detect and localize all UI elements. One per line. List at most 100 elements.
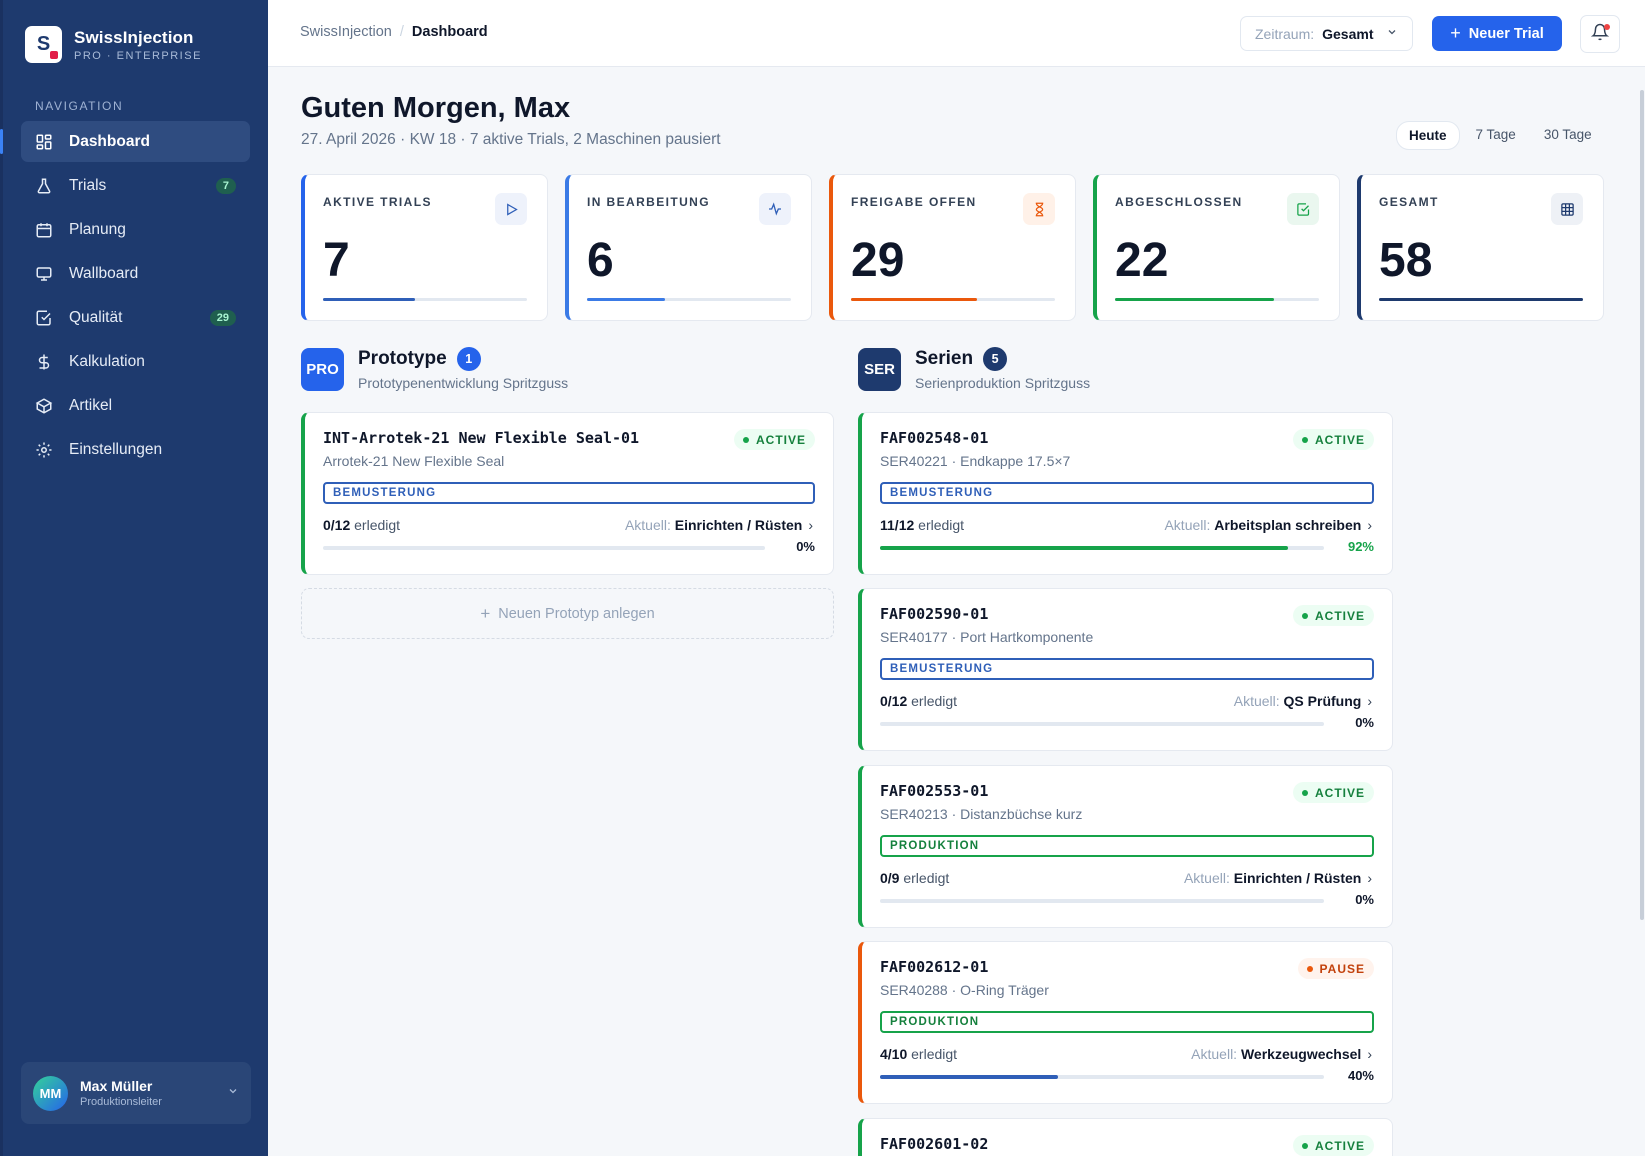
prototype-badge: PRO — [301, 347, 344, 391]
trial-card[interactable]: FAF002612-01 SER40288 · O-Ring Träger PA… — [858, 941, 1393, 1104]
chevron-right-icon: › — [1367, 693, 1372, 709]
serien-title: Serien — [915, 348, 974, 369]
page-subtitle: 27. April 2026 · KW 18 · 7 aktive Trials… — [301, 131, 721, 148]
status-badge: PAUSE — [1297, 958, 1374, 979]
user-menu[interactable]: MM Max Müller Produktionsleiter — [21, 1062, 251, 1124]
sidebar-item-qualitaet[interactable]: Qualität 29 — [21, 297, 250, 338]
current-step-value: Arbeitsplan schreiben — [1214, 517, 1362, 533]
trial-description: SER40221 · Endkappe 17.5×7 — [880, 453, 1071, 469]
status-badge: ACTIVE — [733, 429, 815, 450]
sidebar-item-wallboard[interactable]: Wallboard — [21, 253, 250, 294]
check-square-icon — [1287, 193, 1319, 225]
trial-card[interactable]: FAF002601-02 ACTIVE — [858, 1118, 1393, 1156]
stat-card-freigabe-offen[interactable]: FREIGABE OFFEN 29 — [829, 174, 1076, 321]
done-value: 4/10 — [880, 1046, 908, 1062]
current-step-label: Aktuell: — [1183, 870, 1230, 886]
prototype-section-header: PRO Prototype 1 Prototypenentwicklung Spr… — [301, 347, 568, 391]
chevron-right-icon: › — [1367, 517, 1372, 533]
brand-subtitle: PRO · ENTERPRISE — [74, 49, 202, 62]
stat-label: FREIGABE OFFEN — [851, 195, 977, 209]
trial-description: Arrotek-21 New Flexible Seal — [323, 453, 505, 469]
trial-progress — [880, 899, 1324, 903]
stat-card-in-bearbeitung[interactable]: IN BEARBEITUNG 6 — [565, 174, 812, 321]
current-step[interactable]: Aktuell: Einrichten / Rüsten › — [625, 517, 813, 533]
grid-icon — [35, 133, 53, 151]
sidebar-item-kalkulation[interactable]: Kalkulation — [21, 341, 250, 382]
sidebar: S SwissInjection PRO · ENTERPRISE NAVIGA… — [0, 0, 268, 1156]
trial-description: SER40288 · O-Ring Träger — [880, 982, 1049, 998]
phase-label: BEMUSTERUNG — [880, 658, 1374, 680]
trial-progress — [880, 722, 1324, 726]
status-text: ACTIVE — [1314, 1138, 1365, 1153]
zeitraum-label: Zeitraum: — [1255, 25, 1315, 42]
gear-icon — [35, 441, 53, 459]
box-icon — [35, 397, 53, 415]
current-step-value: QS Prüfung — [1283, 693, 1362, 709]
sidebar-item-label: Planung — [69, 220, 126, 238]
trial-percent: 92% — [1347, 539, 1374, 554]
done-value: 0/12 — [323, 517, 351, 533]
range-today[interactable]: Heute — [1396, 121, 1460, 150]
done-value: 0/12 — [880, 693, 908, 709]
trial-card[interactable]: FAF002590-01 SER40177 · Port Hartkompone… — [858, 588, 1393, 751]
sidebar-item-planung[interactable]: Planung — [21, 209, 250, 250]
done-count: 4/10 erledigt — [880, 1046, 957, 1062]
done-label: erledigt — [918, 517, 965, 533]
trial-percent: 0% — [1355, 892, 1374, 907]
zeitraum-select[interactable]: Zeitraum: Gesamt — [1240, 16, 1413, 51]
plus-icon: + — [1450, 23, 1461, 43]
user-name: Max Müller — [80, 1078, 153, 1094]
trial-id: FAF002601-02 — [880, 1135, 989, 1153]
brand[interactable]: S SwissInjection PRO · ENTERPRISE — [3, 0, 268, 63]
breadcrumb-root[interactable]: SwissInjection — [300, 24, 392, 40]
done-label: erledigt — [911, 1046, 958, 1062]
trial-card[interactable]: FAF002553-01 SER40213 · Distanzbüchse ku… — [858, 765, 1393, 928]
stat-card-abgeschlossen[interactable]: ABGESCHLOSSEN 22 — [1093, 174, 1340, 321]
prototype-count: 1 — [456, 347, 481, 371]
play-icon — [495, 193, 527, 225]
trial-id: FAF002612-01 — [880, 958, 989, 976]
stat-progress — [1379, 298, 1583, 301]
trial-card[interactable]: INT-Arrotek-21 New Flexible Seal-01 Arro… — [301, 412, 834, 575]
sidebar-item-label: Trials — [69, 176, 107, 194]
scrollbar[interactable] — [1639, 74, 1645, 1156]
status-badge: ACTIVE — [1292, 605, 1374, 626]
done-label: erledigt — [911, 693, 958, 709]
trial-percent: 0% — [1355, 715, 1374, 730]
current-step-label: Aktuell: — [624, 517, 671, 533]
phase-label: PRODUKTION — [880, 835, 1374, 857]
stat-progress — [1115, 298, 1319, 301]
sidebar-item-artikel[interactable]: Artikel — [21, 385, 250, 426]
sidebar-item-trials[interactable]: Trials 7 — [21, 165, 250, 206]
current-step[interactable]: Aktuell: QS Prüfung › — [1234, 693, 1372, 709]
status-badge: ACTIVE — [1292, 782, 1374, 803]
stat-card-gesamt[interactable]: GESAMT 58 — [1357, 174, 1604, 321]
chevron-right-icon: › — [808, 517, 813, 533]
range-7-days[interactable]: 7 Tage — [1475, 127, 1516, 142]
scrollbar-thumb[interactable] — [1640, 90, 1644, 920]
qualitaet-count-badge: 29 — [209, 309, 236, 326]
notifications-button[interactable] — [1580, 15, 1620, 53]
new-trial-button[interactable]: + Neuer Trial — [1432, 16, 1562, 51]
flask-icon — [35, 177, 53, 195]
stat-progress — [587, 298, 791, 301]
sidebar-item-label: Einstellungen — [69, 440, 163, 458]
done-value: 11/12 — [880, 517, 915, 533]
current-step[interactable]: Aktuell: Arbeitsplan schreiben › — [1164, 517, 1372, 533]
new-prototype-button[interactable]: + Neuen Prototyp anlegen — [301, 588, 834, 639]
current-step[interactable]: Aktuell: Einrichten / Rüsten › — [1184, 870, 1372, 886]
sidebar-item-einstellungen[interactable]: Einstellungen — [21, 429, 250, 470]
status-text: ACTIVE — [755, 432, 806, 447]
done-count: 0/12 erledigt — [880, 693, 957, 709]
status-text: ACTIVE — [1314, 432, 1365, 447]
current-step[interactable]: Aktuell: Werkzeugwechsel › — [1191, 1046, 1372, 1062]
trial-card[interactable]: FAF002548-01 SER40221 · Endkappe 17.5×7 … — [858, 412, 1393, 575]
current-step-label: Aktuell: — [1164, 517, 1211, 533]
range-30-days[interactable]: 30 Tage — [1543, 127, 1592, 142]
check-square-icon — [35, 309, 53, 327]
stat-card-aktive-trials[interactable]: AKTIVE TRIALS 7 — [301, 174, 548, 321]
sidebar-item-dashboard[interactable]: Dashboard — [0, 121, 250, 162]
zeitraum-value: Gesamt — [1322, 25, 1374, 42]
current-step-value: Werkzeugwechsel — [1240, 1046, 1362, 1062]
stat-value: 6 — [587, 234, 614, 287]
